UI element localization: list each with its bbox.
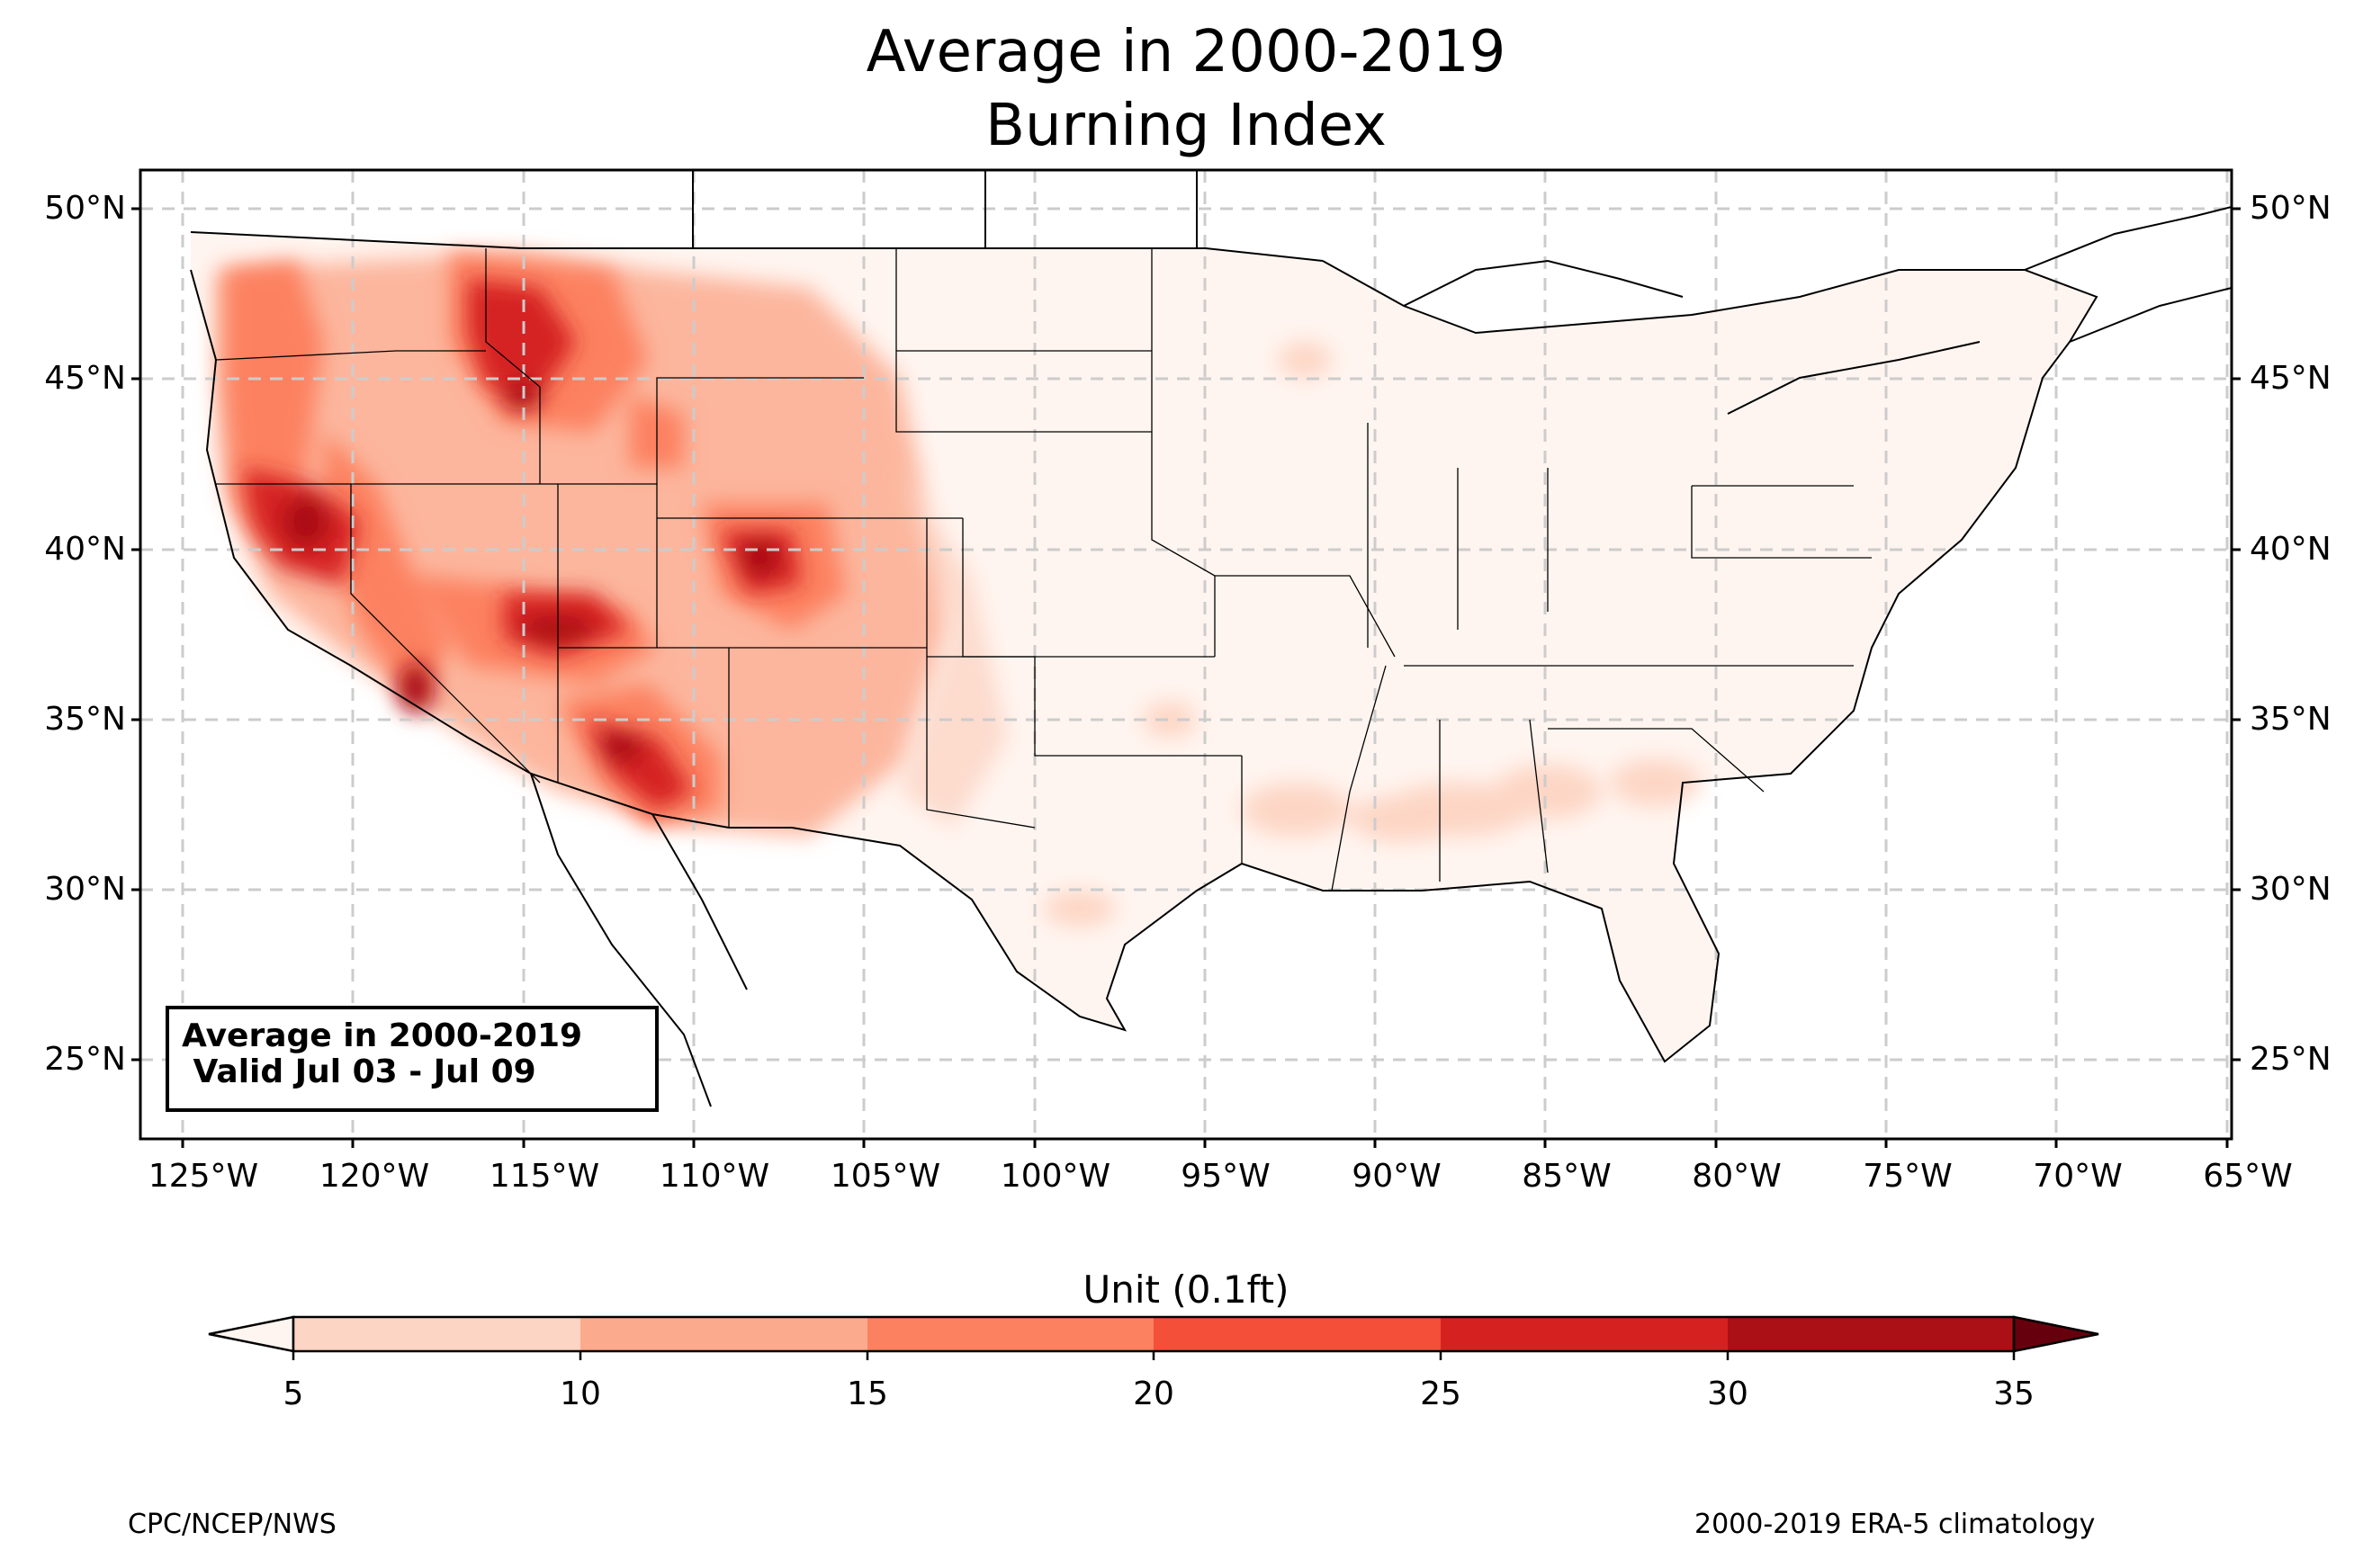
colorbar-tick-label: 20 bbox=[1133, 1375, 1174, 1412]
colorbar-segment bbox=[1728, 1317, 2014, 1351]
lat-tick-label-left: 30°N bbox=[44, 871, 126, 908]
colorbar-segment bbox=[1441, 1317, 1728, 1351]
colorbar-segment bbox=[580, 1317, 867, 1351]
gridlines bbox=[140, 170, 2232, 1139]
lon-tick-label: 70°W bbox=[2033, 1158, 2123, 1195]
lat-tick-label-left: 25°N bbox=[44, 1041, 126, 1078]
lon-tick-label: 95°W bbox=[1181, 1158, 1271, 1195]
colorbar-over-arrow bbox=[2012, 1315, 2099, 1353]
footer-climatology: 2000-2019 ERA-5 climatology bbox=[1694, 1509, 2096, 1540]
lon-tick-label: 100°W bbox=[1000, 1158, 1111, 1195]
chart-title-line2: Burning Index bbox=[985, 93, 1387, 159]
lon-tick-label: 125°W bbox=[148, 1158, 259, 1195]
map-frame bbox=[139, 168, 2233, 1141]
lat-tick-label-left: 45°N bbox=[44, 360, 126, 397]
lon-tick-label: 85°W bbox=[1522, 1158, 1612, 1195]
lon-tick-label: 120°W bbox=[319, 1158, 430, 1195]
colorbar-tick-label: 5 bbox=[283, 1375, 304, 1412]
lon-tick-label: 75°W bbox=[1863, 1158, 1953, 1195]
borders bbox=[190, 170, 2232, 1107]
lat-tick-label-right: 35°N bbox=[2250, 701, 2332, 738]
lat-tick-label-right: 30°N bbox=[2250, 871, 2332, 908]
tick-marks bbox=[131, 207, 2241, 1148]
valid-period-box: Average in 2000-2019 Valid Jul 03 - Jul … bbox=[166, 1006, 659, 1112]
colorbar-segment bbox=[1154, 1317, 1441, 1351]
infobox-line2: Valid Jul 03 - Jul 09 bbox=[182, 1053, 536, 1090]
colorbar-segment bbox=[293, 1317, 580, 1351]
colorbar bbox=[208, 1315, 2099, 1360]
chart-title-line1: Average in 2000-2019 bbox=[866, 19, 1506, 85]
colorbar-tick-label: 30 bbox=[1707, 1375, 1748, 1412]
lat-tick-label-right: 40°N bbox=[2250, 531, 2332, 568]
colorbar-segment bbox=[867, 1317, 1154, 1351]
colorbar-under-arrow bbox=[208, 1315, 295, 1353]
lon-tick-label: 110°W bbox=[659, 1158, 770, 1195]
lat-tick-label-right: 50°N bbox=[2250, 190, 2332, 227]
lon-tick-label: 90°W bbox=[1352, 1158, 1442, 1195]
lat-tick-label-left: 50°N bbox=[44, 190, 126, 227]
state-boundaries bbox=[215, 248, 1872, 892]
lon-tick-label: 65°W bbox=[2203, 1158, 2293, 1195]
lat-tick-label-left: 35°N bbox=[44, 701, 126, 738]
lat-tick-label-left: 40°N bbox=[44, 531, 126, 568]
colorbar-label: Unit (0.1ft) bbox=[1083, 1268, 1289, 1312]
lat-tick-label-right: 45°N bbox=[2250, 360, 2332, 397]
colorbar-tick-label: 25 bbox=[1420, 1375, 1461, 1412]
colorbar-tick-label: 10 bbox=[560, 1375, 601, 1412]
footer-source: CPC/NCEP/NWS bbox=[128, 1509, 337, 1540]
lon-tick-label: 115°W bbox=[489, 1158, 600, 1195]
lat-tick-label-right: 25°N bbox=[2250, 1041, 2332, 1078]
lon-tick-label: 80°W bbox=[1692, 1158, 1782, 1195]
lon-tick-label: 105°W bbox=[830, 1158, 941, 1195]
infobox-line1: Average in 2000-2019 bbox=[182, 1017, 583, 1054]
colorbar-tick-label: 35 bbox=[1993, 1375, 2035, 1412]
colorbar-tick-label: 15 bbox=[847, 1375, 888, 1412]
